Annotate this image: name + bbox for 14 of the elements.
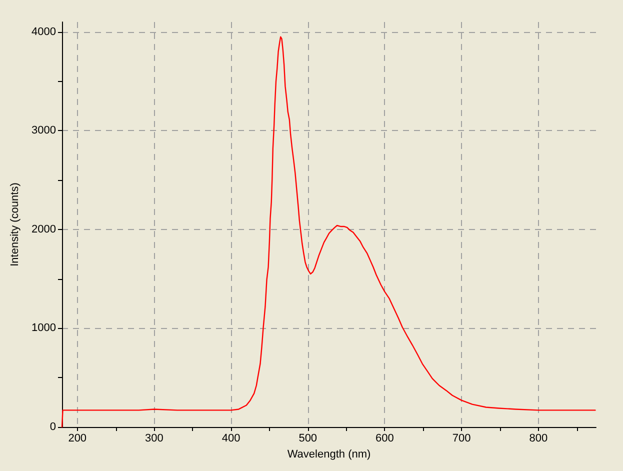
x-tick-label: 300 — [145, 432, 164, 444]
y-tick-label: 0 — [50, 421, 56, 433]
x-tick-label: 600 — [376, 432, 394, 444]
y-tick-label: 4000 — [32, 26, 56, 38]
x-tick-label: 400 — [222, 432, 240, 444]
y-tick-label: 1000 — [32, 322, 56, 334]
y-axis-title: Intensity (counts) — [9, 182, 22, 266]
y-tick-label: 3000 — [32, 124, 56, 137]
x-tick-label: 500 — [298, 432, 318, 444]
y-tick-label: 2000 — [32, 223, 56, 236]
x-tick-label: 200 — [68, 432, 87, 444]
x-axis-title: Wavelength (nm) — [287, 448, 371, 460]
x-tick-label: 700 — [452, 432, 471, 444]
x-tick-label: 800 — [529, 432, 548, 444]
